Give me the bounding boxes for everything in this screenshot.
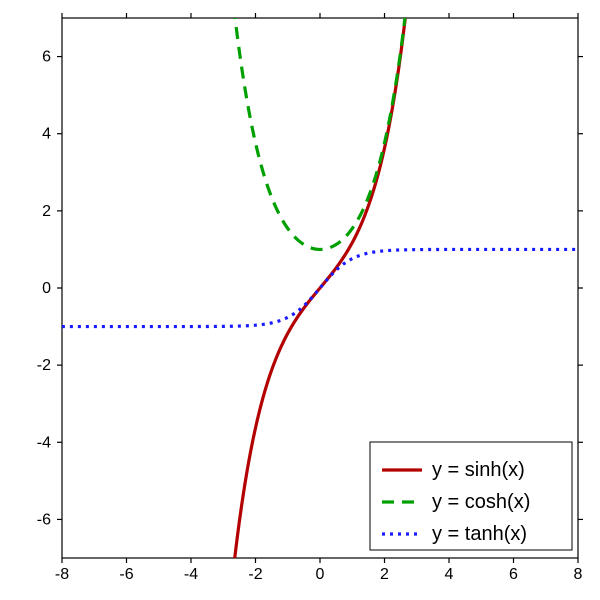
x-tick-label: 0 — [316, 566, 325, 583]
x-tick-label: -4 — [184, 566, 198, 583]
legend-label-cosh: y = cosh(x) — [432, 491, 530, 513]
x-tick-label: -2 — [248, 566, 262, 583]
y-tick-label: -6 — [37, 511, 51, 528]
y-tick-label: 6 — [42, 49, 51, 66]
y-tick-label: 2 — [42, 203, 51, 220]
x-tick-label: 8 — [574, 566, 583, 583]
y-tick-label: 4 — [42, 126, 51, 143]
x-tick-label: -6 — [119, 566, 133, 583]
x-tick-label: 2 — [380, 566, 389, 583]
x-tick-label: -8 — [55, 566, 69, 583]
legend-label-tanh: y = tanh(x) — [432, 523, 527, 545]
y-tick-label: -4 — [37, 434, 51, 451]
y-tick-label: 0 — [42, 280, 51, 297]
x-tick-label: 6 — [509, 566, 518, 583]
hyperbolic-functions-chart: -8-6-4-202468 -6-4-20246 y = sinh(x)y = … — [0, 0, 600, 600]
legend-label-sinh: y = sinh(x) — [432, 459, 525, 481]
y-tick-label: -2 — [37, 357, 51, 374]
legend: y = sinh(x) y = cosh(x) y = tanh(x) — [370, 442, 572, 550]
x-tick-label: 4 — [445, 566, 454, 583]
